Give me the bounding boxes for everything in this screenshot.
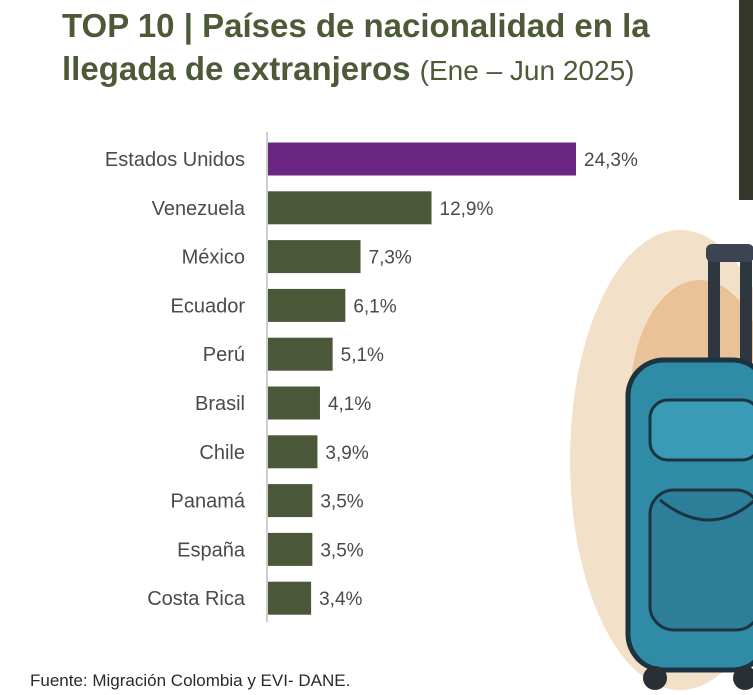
- bar: [268, 240, 361, 274]
- bar: [268, 191, 432, 225]
- bar: [268, 435, 318, 469]
- category-label: Perú: [203, 344, 245, 366]
- category-label: Ecuador: [171, 295, 246, 317]
- value-label: 7,3%: [369, 248, 412, 269]
- value-label: 5,1%: [341, 345, 384, 366]
- value-label: 12,9%: [440, 199, 494, 220]
- category-label: España: [177, 539, 246, 561]
- bar: [268, 532, 313, 566]
- title-period: (Ene – Jun 2025): [419, 55, 635, 86]
- decorative-edge: [739, 0, 753, 200]
- source-note: Fuente: Migración Colombia y EVI- DANE.: [30, 671, 351, 690]
- bar: [268, 337, 333, 371]
- category-label: Costa Rica: [147, 588, 246, 610]
- value-label: 3,5%: [320, 540, 363, 561]
- category-label: Brasil: [195, 393, 245, 415]
- bar: [268, 142, 576, 176]
- luggage-illustration: [570, 230, 753, 690]
- value-label: 3,9%: [325, 443, 368, 464]
- category-label: Estados Unidos: [105, 149, 245, 171]
- category-label: Panamá: [171, 491, 246, 513]
- value-label: 4,1%: [328, 394, 371, 415]
- bar: [268, 581, 312, 615]
- bar: [268, 386, 320, 420]
- bar: [268, 484, 313, 518]
- value-label: 6,1%: [353, 296, 396, 317]
- chart-title: TOP 10 | Países de nacionalidad en la ll…: [62, 4, 742, 92]
- value-label: 3,5%: [320, 492, 363, 513]
- category-label: México: [182, 247, 245, 269]
- title-main: TOP 10 | Países de nacionalidad en la ll…: [62, 7, 650, 87]
- bar: [268, 288, 346, 322]
- value-label: 24,3%: [584, 150, 638, 171]
- category-label: Venezuela: [152, 198, 246, 220]
- category-label: Chile: [199, 442, 245, 464]
- value-label: 3,4%: [319, 589, 362, 610]
